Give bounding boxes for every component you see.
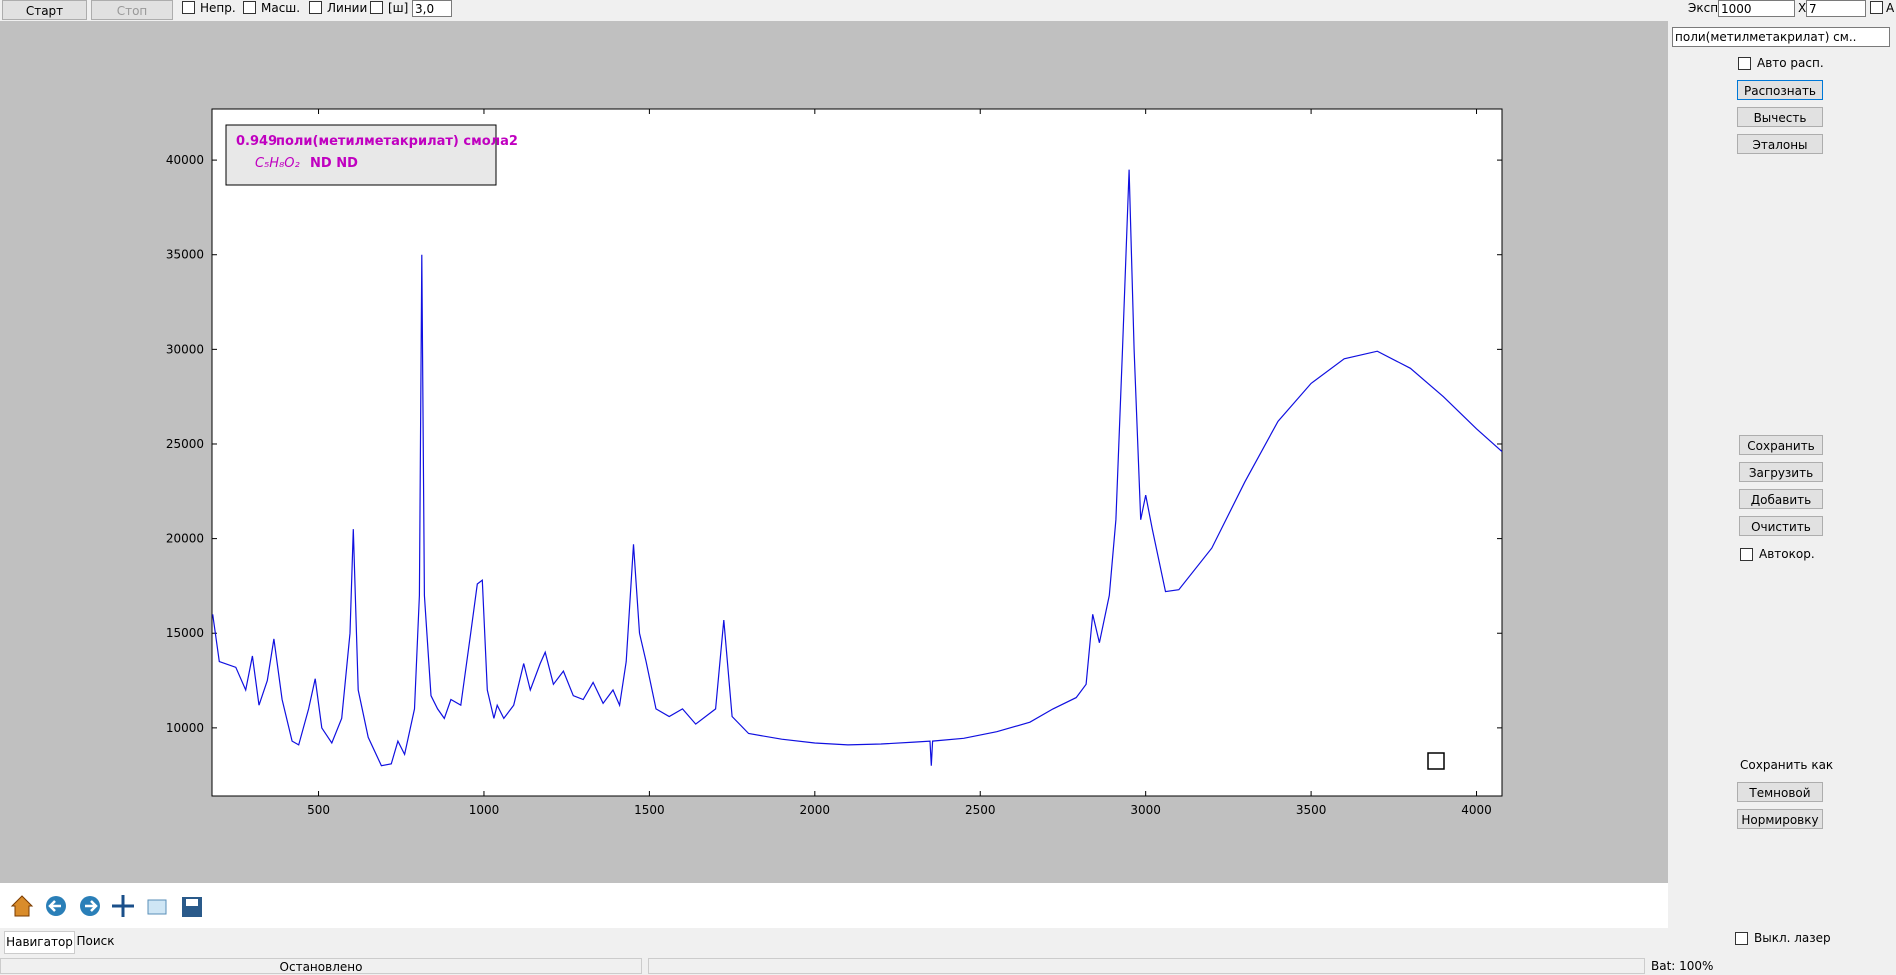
dark-button[interactable]: Темновой <box>1737 782 1823 802</box>
chart: 0.949 поли(метилметакрилат) смола2 C₅H₈O… <box>166 108 1503 817</box>
auto-label: А <box>1886 1 1895 15</box>
checkbox[interactable] <box>1735 932 1748 945</box>
x-tick-label: 1500 <box>634 803 665 817</box>
y-tick-label: 40000 <box>166 153 204 167</box>
count-input[interactable]: 7 <box>1806 0 1866 17</box>
match-box <box>225 124 497 186</box>
checkbox[interactable] <box>1740 548 1753 561</box>
checkbox[interactable] <box>309 1 322 14</box>
match-score: 0.949 <box>236 134 277 149</box>
checkbox[interactable] <box>1738 57 1751 70</box>
save-button[interactable]: Сохранить <box>1739 435 1823 455</box>
y-tick-label: 35000 <box>166 248 204 262</box>
clear-button[interactable]: Очистить <box>1739 516 1823 536</box>
width-spinbox[interactable]: 3,0 <box>412 0 452 17</box>
progress-bar <box>648 958 1645 974</box>
match-extra: ND ND <box>310 156 358 171</box>
x-tick-label: 1000 <box>469 803 500 817</box>
x-tick-label: 3500 <box>1296 803 1327 817</box>
y-tick-label: 30000 <box>166 342 204 356</box>
checkbox-label: Автокор. <box>1759 547 1815 561</box>
x-tick-label: 2000 <box>800 803 831 817</box>
exposure-label: Эксп. <box>1688 1 1722 15</box>
checkbox-label: Линии <box>327 1 368 15</box>
match-formula: C₅H₈O₂ <box>255 156 300 171</box>
back-icon[interactable] <box>46 896 66 916</box>
subtract-button[interactable]: Вычесть <box>1737 107 1823 127</box>
normalization-button[interactable]: Нормировку <box>1737 809 1823 829</box>
x-tick-label: 3000 <box>1130 803 1161 817</box>
x-tick-label: 4000 <box>1461 803 1492 817</box>
x-tick-label: 2500 <box>965 803 996 817</box>
standards-button[interactable]: Эталоны <box>1737 134 1823 154</box>
nav-icons <box>10 895 202 917</box>
tab-search[interactable]: Поиск <box>76 934 115 948</box>
checkbox-label: Непр. <box>200 1 236 15</box>
library-select[interactable]: поли(метилметакрилат) см.. <box>1672 27 1890 47</box>
pan-icon[interactable] <box>112 895 134 917</box>
spectrum-line <box>212 169 1503 767</box>
save-as-label: Сохранить как <box>1740 758 1834 772</box>
forward-icon[interactable] <box>80 896 100 916</box>
checkbox[interactable] <box>370 1 383 14</box>
stop-button[interactable]: Стоп <box>91 0 173 20</box>
tab-navigator[interactable]: Навигатор <box>4 931 75 954</box>
y-tick-label: 20000 <box>166 532 204 546</box>
auto-checkbox[interactable] <box>1870 1 1883 14</box>
x-tick-label: 500 <box>307 803 330 817</box>
y-tick-label: 10000 <box>166 721 204 735</box>
status-battery: Bat: 100% <box>1651 959 1714 973</box>
times-label: X <box>1798 1 1807 15</box>
exposure-input[interactable]: 1000 <box>1718 0 1795 17</box>
recognize-button[interactable]: Распознать <box>1737 80 1823 100</box>
checkbox-label: [ш] <box>388 1 409 15</box>
checkbox-label: Масш. <box>261 1 301 15</box>
status-state: Остановлено <box>0 958 642 974</box>
save-icon[interactable] <box>182 897 202 917</box>
home-icon[interactable] <box>10 895 34 917</box>
start-button[interactable]: Старт <box>2 0 87 20</box>
marker-square <box>1427 752 1445 770</box>
y-tick-label: 15000 <box>166 626 204 640</box>
checkbox[interactable] <box>182 1 195 14</box>
config-icon[interactable] <box>147 899 167 915</box>
load-button[interactable]: Загрузить <box>1739 462 1823 482</box>
y-tick-label: 25000 <box>166 437 204 451</box>
match-name: поли(метилметакрилат) смола2 <box>276 134 518 149</box>
plot-frame <box>211 108 1503 797</box>
checkbox-label: Авто расп. <box>1757 56 1824 70</box>
checkbox[interactable] <box>243 1 256 14</box>
nav-toolbar <box>0 883 1668 928</box>
checkbox-label: Выкл. лазер <box>1754 931 1831 945</box>
add-button[interactable]: Добавить <box>1739 489 1823 509</box>
